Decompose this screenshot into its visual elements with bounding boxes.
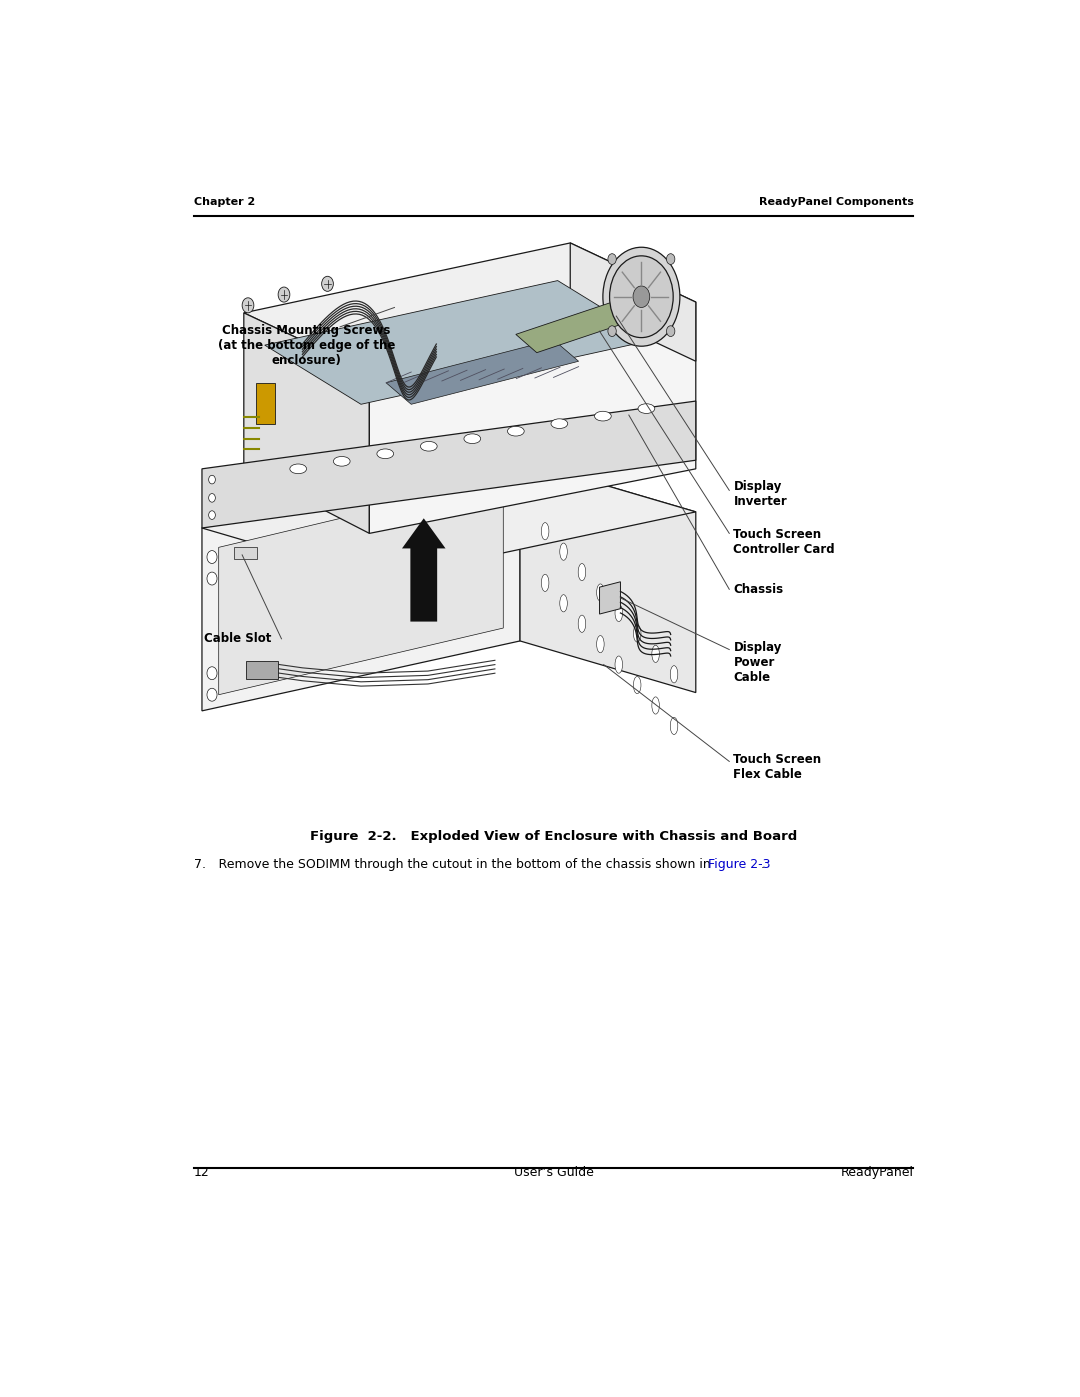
Ellipse shape xyxy=(615,657,622,673)
Text: Display
Inverter: Display Inverter xyxy=(733,479,787,507)
Circle shape xyxy=(208,493,215,502)
Circle shape xyxy=(207,550,217,563)
Text: Chassis: Chassis xyxy=(733,583,784,597)
Ellipse shape xyxy=(596,636,604,652)
Polygon shape xyxy=(202,401,696,528)
Ellipse shape xyxy=(334,457,350,467)
Ellipse shape xyxy=(420,441,437,451)
Text: 12: 12 xyxy=(193,1165,210,1179)
Circle shape xyxy=(208,511,215,520)
Ellipse shape xyxy=(652,697,660,714)
Ellipse shape xyxy=(377,448,393,458)
Polygon shape xyxy=(369,302,696,534)
Ellipse shape xyxy=(638,404,654,414)
Ellipse shape xyxy=(541,522,549,539)
Text: Display
Power
Cable: Display Power Cable xyxy=(733,641,782,685)
Ellipse shape xyxy=(559,595,567,612)
Text: 7. Remove the SODIMM through the cutout in the bottom of the chassis shown in: 7. Remove the SODIMM through the cutout … xyxy=(193,858,714,872)
Text: Chapter 2: Chapter 2 xyxy=(193,197,255,207)
Circle shape xyxy=(207,666,217,680)
Ellipse shape xyxy=(634,624,640,643)
Polygon shape xyxy=(599,581,620,615)
Ellipse shape xyxy=(464,434,481,444)
Circle shape xyxy=(208,475,215,483)
Circle shape xyxy=(207,573,217,585)
Circle shape xyxy=(322,277,334,292)
Text: Touch Screen
Controller Card: Touch Screen Controller Card xyxy=(733,528,835,556)
Circle shape xyxy=(608,326,617,337)
Ellipse shape xyxy=(671,666,678,683)
Ellipse shape xyxy=(541,574,549,591)
Ellipse shape xyxy=(578,563,585,581)
Text: .: . xyxy=(761,858,765,872)
Polygon shape xyxy=(570,243,696,362)
Circle shape xyxy=(608,254,617,264)
Circle shape xyxy=(609,256,673,338)
Ellipse shape xyxy=(615,605,622,622)
Polygon shape xyxy=(244,313,369,534)
Polygon shape xyxy=(202,460,521,711)
Ellipse shape xyxy=(559,543,567,560)
Text: Figure  2-2.   Exploded View of Enclosure with Chassis and Board: Figure 2-2. Exploded View of Enclosure w… xyxy=(310,830,797,844)
Text: Figure 2-3: Figure 2-3 xyxy=(708,858,771,872)
FancyArrow shape xyxy=(402,518,446,622)
Text: Chassis Mounting Screws
(at the bottom edge of the
enclosure): Chassis Mounting Screws (at the bottom e… xyxy=(218,324,395,366)
Polygon shape xyxy=(218,479,503,694)
Text: ReadyPanel: ReadyPanel xyxy=(840,1165,914,1179)
Ellipse shape xyxy=(578,615,585,633)
Polygon shape xyxy=(387,339,579,404)
Ellipse shape xyxy=(652,645,660,662)
Text: ReadyPanel Components: ReadyPanel Components xyxy=(758,197,914,207)
Polygon shape xyxy=(244,243,696,372)
Ellipse shape xyxy=(594,411,611,420)
Ellipse shape xyxy=(671,717,678,735)
Circle shape xyxy=(666,254,675,264)
Circle shape xyxy=(242,298,254,313)
Circle shape xyxy=(603,247,680,346)
FancyBboxPatch shape xyxy=(256,383,274,423)
Text: Touch Screen
Flex Cable: Touch Screen Flex Cable xyxy=(733,753,822,781)
Text: Cable Slot: Cable Slot xyxy=(204,633,272,645)
FancyBboxPatch shape xyxy=(246,661,279,679)
Circle shape xyxy=(279,286,289,302)
Text: User’s Guide: User’s Guide xyxy=(514,1165,593,1179)
Polygon shape xyxy=(516,302,633,352)
Ellipse shape xyxy=(508,426,524,436)
Circle shape xyxy=(207,689,217,701)
FancyBboxPatch shape xyxy=(233,548,257,559)
Ellipse shape xyxy=(634,676,640,694)
Polygon shape xyxy=(202,460,696,580)
Polygon shape xyxy=(265,281,653,404)
Polygon shape xyxy=(521,460,696,693)
Circle shape xyxy=(633,286,650,307)
Circle shape xyxy=(666,326,675,337)
Ellipse shape xyxy=(551,419,568,429)
Ellipse shape xyxy=(596,584,604,601)
Ellipse shape xyxy=(289,464,307,474)
